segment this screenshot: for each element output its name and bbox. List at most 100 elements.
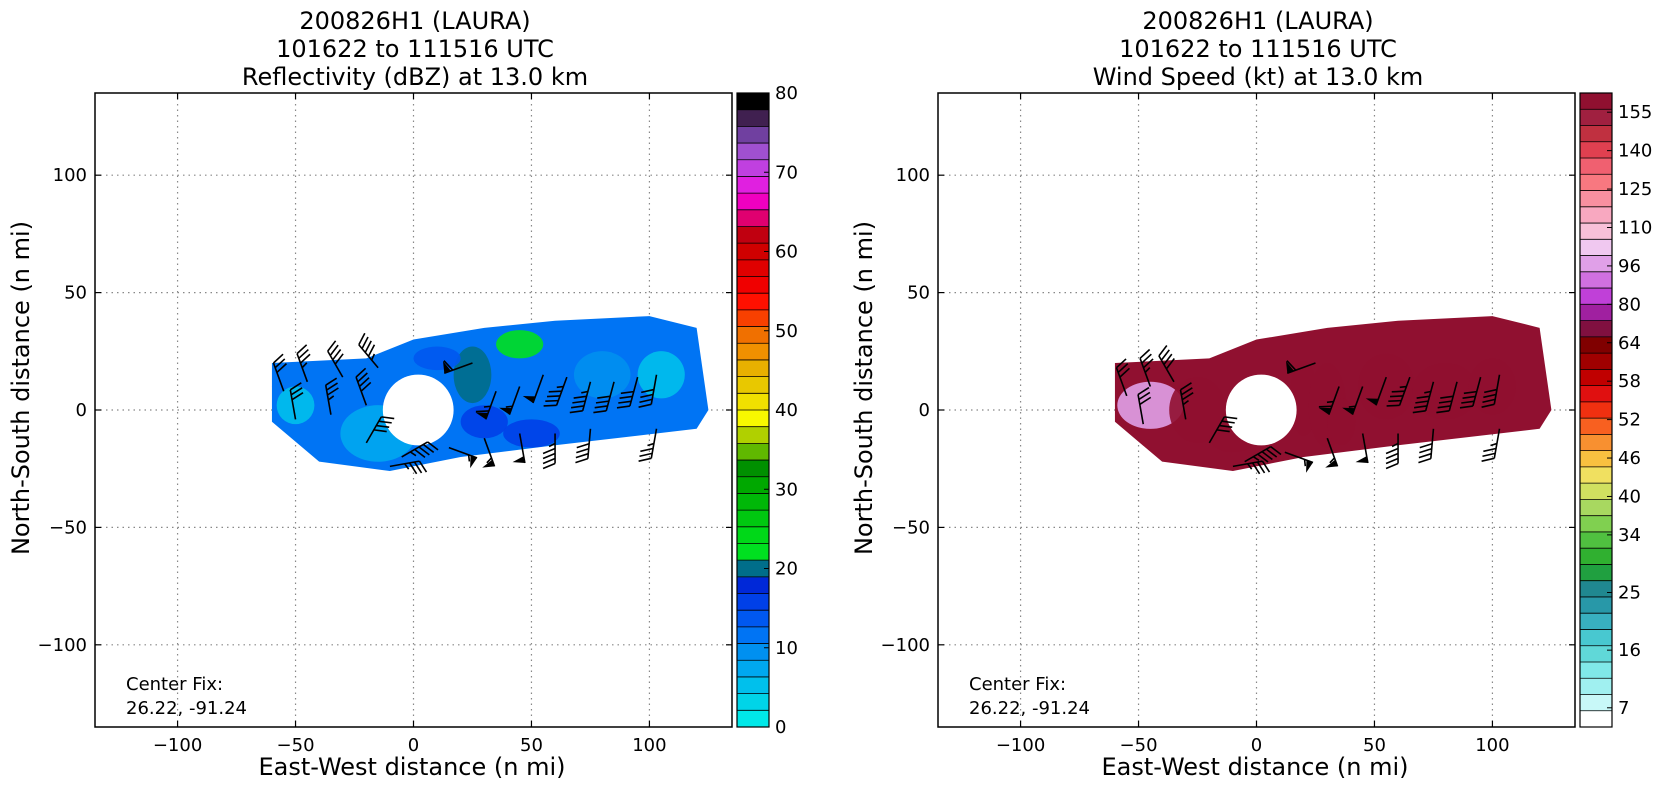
x-axis-label: East-West distance (n mi) — [258, 753, 565, 781]
wind-barb — [1355, 433, 1369, 464]
wind-barb — [638, 428, 658, 462]
colorbar-swatch — [1580, 288, 1612, 305]
wind-barb-flag — [640, 447, 654, 453]
colorbar-tick-label: 30 — [775, 479, 798, 500]
wind-barb-flag — [1119, 367, 1131, 378]
wind-barb-half-flag — [483, 405, 491, 408]
colorbar-tick-label: 125 — [1618, 179, 1652, 200]
colorbar-swatch — [1580, 158, 1612, 175]
wind-barb-flag — [1437, 405, 1451, 409]
wind-barb-flag — [1413, 405, 1428, 409]
field-blob — [573, 351, 631, 399]
wind-barb-flag — [358, 332, 366, 346]
colorbar-swatch — [737, 326, 769, 344]
wind-barb-shaft — [605, 381, 615, 412]
wind-barb-flag — [272, 353, 284, 364]
wind-barb-flag — [593, 410, 607, 414]
wind-barb-shaft — [629, 376, 639, 407]
colorbar-swatch — [1580, 499, 1612, 517]
wind-barb-flag — [1483, 447, 1497, 453]
wind-barb — [365, 416, 395, 444]
colorbar-swatch — [1580, 466, 1612, 484]
colorbar-swatch — [737, 593, 769, 611]
wind-barb-flag — [325, 377, 338, 386]
wind-barb-flag — [1482, 398, 1496, 404]
colorbar-tick-label: 20 — [775, 559, 798, 580]
wind-barb-flag — [1286, 360, 1297, 371]
colorbar-swatch — [1580, 645, 1612, 663]
colorbar-tick-label: 10 — [775, 638, 798, 659]
wind-barb-pennant — [443, 360, 451, 374]
colorbar-tick-label: 46 — [1618, 448, 1641, 469]
wind-barb-flag — [1459, 405, 1473, 409]
colorbar-swatch — [737, 109, 769, 127]
wind-barb-flag — [542, 457, 556, 465]
wind-barb-pennant — [1318, 407, 1332, 415]
colorbar-swatch — [1580, 596, 1612, 614]
colorbar-swatch — [1580, 336, 1612, 354]
x-tick-label: 50 — [1363, 735, 1386, 756]
colorbar-swatch — [737, 176, 769, 194]
wind-barb — [1179, 382, 1194, 420]
field-blob — [413, 346, 461, 371]
wind-barb-flag — [422, 443, 435, 453]
wind-barb-half-flag — [467, 454, 471, 462]
colorbar-tick-label: 155 — [1618, 102, 1652, 123]
wind-barb-flag — [1181, 392, 1194, 401]
wind-barb-flag — [573, 395, 587, 399]
field-blob — [496, 330, 544, 359]
colorbar-swatch — [737, 159, 769, 177]
chart-title-line-1: 200826H1 (LAURA) — [1142, 7, 1373, 35]
wind-barb — [1418, 428, 1435, 464]
colorbar-swatch — [1580, 304, 1612, 321]
colorbar-tick-label: 58 — [1618, 371, 1641, 392]
colorbar-swatch — [1580, 450, 1612, 468]
wind-barb-shaft — [483, 437, 496, 467]
x-tick-label: 100 — [632, 735, 666, 756]
wind-barb-shaft — [1244, 445, 1272, 463]
wind-barb — [1342, 386, 1364, 415]
x-tick-label: −50 — [1120, 735, 1158, 756]
wind-barb — [522, 374, 545, 404]
wind-barb-pennant — [522, 396, 536, 403]
wind-barb-flag — [620, 390, 634, 395]
wind-barb-flag — [355, 367, 367, 378]
wind-barb — [1286, 360, 1316, 375]
center-fix-label: Center Fix: — [969, 674, 1066, 695]
colorbar-swatch — [737, 426, 769, 444]
wind-barb-half-flag — [556, 385, 564, 389]
colorbar-swatch — [1580, 239, 1612, 256]
wind-barb-half-flag — [1326, 400, 1334, 404]
colorbar-swatch — [737, 193, 769, 211]
chart-title-line-3: Wind Speed (kt) at 13.0 km — [1093, 63, 1424, 91]
chart-title-line-2: 101622 to 111516 UTC — [1119, 35, 1397, 63]
field-blob — [460, 405, 508, 439]
wind-barb-flag — [1462, 395, 1476, 399]
wind-barb-flag — [638, 403, 652, 408]
y-tick-label: 100 — [53, 165, 87, 186]
wind-barb — [1481, 374, 1501, 408]
colorbar-swatch — [1580, 580, 1612, 598]
wind-barb-flag — [376, 424, 390, 429]
colorbar-swatch — [1580, 385, 1612, 403]
wind-barb-flag — [1221, 420, 1235, 424]
colorbar-swatch — [737, 476, 769, 494]
colorbar-swatch — [737, 710, 769, 728]
wind-barb-shaft — [1115, 367, 1128, 397]
wind-barb-flag — [616, 405, 630, 409]
wind-barb — [358, 332, 379, 369]
colorbar-swatch — [737, 493, 769, 511]
wind-barb-half-flag — [1391, 442, 1399, 448]
colorbar-swatch — [737, 293, 769, 311]
wind-barb-flag — [1484, 388, 1498, 394]
wind-barb-pennant — [482, 459, 495, 468]
colorbar-swatch — [737, 543, 769, 561]
colorbar-swatch — [737, 560, 769, 578]
wind-speed-panel: 200826H1 (LAURA) 101622 to 111516 UTC Wi… — [850, 7, 1652, 781]
wind-barb — [593, 381, 615, 414]
colorbar-swatch — [1580, 320, 1612, 338]
y-tick-label: −100 — [38, 635, 87, 656]
x-tick-label: 50 — [520, 735, 543, 756]
wind-barb-half-flag — [1182, 399, 1189, 406]
wind-barb-flag — [570, 405, 585, 409]
